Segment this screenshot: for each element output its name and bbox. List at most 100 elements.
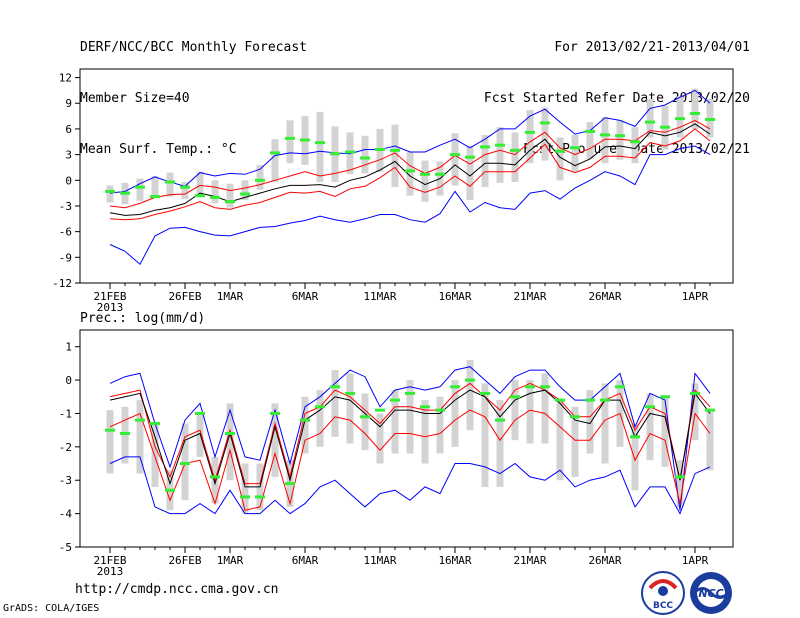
observation-marker xyxy=(705,118,715,122)
observation-marker xyxy=(675,117,685,121)
observation-marker xyxy=(555,149,565,153)
ensemble-box xyxy=(481,134,489,188)
observation-marker xyxy=(165,180,175,184)
max-line xyxy=(109,89,711,194)
observation-marker xyxy=(195,194,205,198)
started-refer-date: Fcst Started Refer Date 2013/02/20 xyxy=(483,91,750,106)
ensemble-box xyxy=(616,120,624,160)
source-url[interactable]: http://cmdp.ncc.cma.gov.cn xyxy=(75,582,279,597)
observation-marker xyxy=(645,405,655,409)
ensemble-box xyxy=(271,403,279,477)
x-tick-label: 16MAR xyxy=(438,290,471,303)
header-left: DERF/NCC/BCC Monthly Forecast Member Siz… xyxy=(80,10,307,178)
y-tick-label: -12 xyxy=(52,277,72,290)
x-tick-label: 21FEB xyxy=(93,290,126,303)
ensemble-box xyxy=(706,410,714,471)
y-tick-label: -3 xyxy=(59,474,72,487)
ensemble-box xyxy=(556,400,564,481)
ncc-logo-text: NCC xyxy=(698,587,723,600)
observation-marker xyxy=(345,391,355,395)
observation-marker xyxy=(540,121,550,125)
plot-frame xyxy=(79,68,734,284)
ensemble-box xyxy=(151,176,159,196)
min-line xyxy=(109,145,711,265)
observation-marker xyxy=(690,112,700,116)
observation-marker xyxy=(420,172,430,176)
observation-marker xyxy=(405,169,415,173)
observation-marker xyxy=(390,148,400,152)
observation-marker xyxy=(210,195,220,199)
observation-marker xyxy=(450,385,460,389)
ensemble-mean-line xyxy=(109,123,711,216)
observation-marker xyxy=(180,462,190,466)
ensemble-box xyxy=(526,380,534,444)
observation-marker xyxy=(450,153,460,157)
x-tick-label: 6MAR xyxy=(292,554,319,567)
observation-marker xyxy=(495,418,505,422)
bcc-logo-text: BCC xyxy=(653,601,673,611)
observation-marker xyxy=(150,195,160,199)
variable-label-bottom: Prec.: log(mm/d) xyxy=(80,311,205,326)
ensemble-box xyxy=(541,107,549,161)
ensemble-box xyxy=(331,370,339,437)
ensemble-box xyxy=(226,183,234,208)
observation-marker xyxy=(525,385,535,389)
observation-marker xyxy=(255,178,265,182)
observation-marker xyxy=(390,398,400,402)
x-tick-label: 1APR xyxy=(682,554,709,567)
observation-marker xyxy=(630,140,640,144)
observation-marker xyxy=(660,395,670,399)
ncc-logo: NCC xyxy=(690,572,732,614)
y-tick-label: -5 xyxy=(59,541,72,554)
y-tick-label: -1 xyxy=(59,407,72,420)
observation-marker xyxy=(585,398,595,402)
y-tick-label: -4 xyxy=(59,508,73,521)
ensemble-box xyxy=(691,88,699,129)
x-tick-label: 1MAR xyxy=(217,290,244,303)
x-tick-label: 11MAR xyxy=(363,554,396,567)
y-tick-label: 0 xyxy=(65,174,72,187)
observation-marker xyxy=(540,385,550,389)
observation-marker xyxy=(480,391,490,395)
x-tick-label: 16MAR xyxy=(438,554,471,567)
observation-marker xyxy=(300,138,310,142)
ensemble-box xyxy=(286,120,294,164)
x-tick-label: 21MAR xyxy=(513,290,546,303)
ensemble-box xyxy=(601,116,609,164)
observation-marker xyxy=(315,405,325,409)
y-tick-label: -3 xyxy=(59,200,72,213)
ensemble-box xyxy=(106,185,114,203)
observation-marker xyxy=(525,130,535,134)
observation-marker xyxy=(210,475,220,479)
ensemble-box xyxy=(631,423,639,491)
x-tick-label: 26MAR xyxy=(588,554,621,567)
ensemble-box xyxy=(631,127,639,164)
ensemble-box xyxy=(466,360,474,431)
observation-marker xyxy=(585,129,595,133)
observation-marker xyxy=(240,192,250,196)
x-tick-label: 21MAR xyxy=(513,554,546,567)
observation-marker xyxy=(600,398,610,402)
y-tick-label: 12 xyxy=(59,72,72,85)
forecast-range: For 2013/02/21-2013/04/01 xyxy=(554,40,750,55)
ensemble-box xyxy=(406,380,414,454)
y-tick-label: 0 xyxy=(65,374,72,387)
ensemble-box xyxy=(391,124,399,188)
ensemble-box xyxy=(511,380,519,441)
member-size: Member Size=40 xyxy=(80,91,190,106)
observation-marker xyxy=(435,172,445,176)
year-label: 2013 xyxy=(97,301,124,314)
ensemble-box xyxy=(136,400,144,474)
observation-marker xyxy=(300,418,310,422)
observation-marker xyxy=(465,155,475,159)
observation-marker xyxy=(330,385,340,389)
ensemble-box xyxy=(301,396,309,454)
observation-marker xyxy=(105,189,115,193)
observation-marker xyxy=(435,408,445,412)
ensemble-box xyxy=(361,393,369,451)
observation-marker xyxy=(360,415,370,419)
observation-marker xyxy=(345,150,355,154)
ensemble-box xyxy=(541,373,549,444)
max-line xyxy=(109,366,711,511)
